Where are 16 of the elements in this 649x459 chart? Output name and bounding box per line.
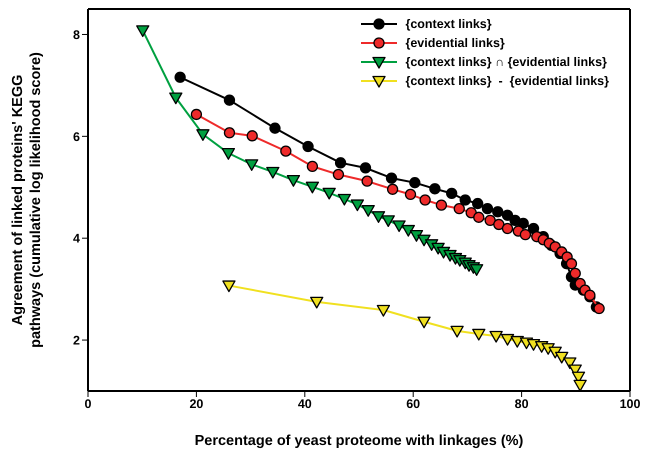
y-tick-label: 4 (73, 232, 80, 246)
y-tick-label: 6 (73, 130, 80, 144)
y-axis-title: Agreement of linked proteins' KEGG pathways (cumulative log likelihood score) (10, 52, 44, 348)
legend-label: {context links} (405, 16, 492, 30)
y-tick-label: 2 (73, 334, 80, 348)
y-tick-label: 8 (73, 28, 80, 42)
x-tick-label: 40 (298, 396, 312, 411)
x-tick-label: 0 (84, 396, 92, 411)
x-tick-label: 60 (406, 396, 420, 411)
x-tick-label: 100 (620, 396, 640, 411)
x-tick-label: 80 (514, 396, 529, 411)
legend-label: {context links} - {evidential links} (405, 74, 609, 88)
x-axis-title: Percentage of yeast proteome with linkages (%) (194, 433, 524, 449)
x-tick-label: 20 (189, 396, 204, 411)
legend-label: {context links} ∩ {evidential links} (405, 54, 607, 68)
legend-label: {evidential links} (405, 36, 505, 50)
